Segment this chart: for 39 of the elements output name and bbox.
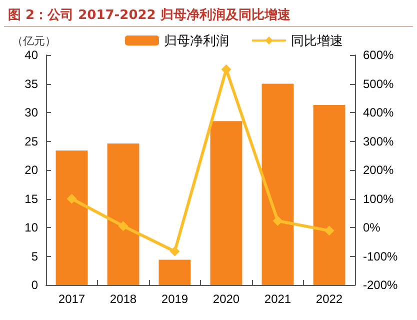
y-tick-label: 5 xyxy=(31,249,38,264)
x-tick-label: 2019 xyxy=(161,292,188,306)
y2-tick-label: 400% xyxy=(363,106,394,120)
y-tick-label: 10 xyxy=(24,220,38,234)
y-tick-label: 15 xyxy=(24,192,38,206)
legend-label: 同比增速 xyxy=(291,33,343,48)
point xyxy=(118,221,128,232)
bar xyxy=(56,150,88,285)
y-tick-label: 35 xyxy=(24,76,38,91)
y2-tick-label: 500% xyxy=(363,76,394,91)
y-tick-label: 25 xyxy=(24,134,38,148)
x-tick-label: 2022 xyxy=(316,292,343,306)
point xyxy=(272,216,283,226)
bar xyxy=(107,144,140,285)
y2-tick-label: -200% xyxy=(363,278,398,292)
y2-tick-label: 300% xyxy=(363,134,394,148)
bar xyxy=(262,84,294,285)
x-tick-label: 2018 xyxy=(110,292,137,306)
bar xyxy=(313,105,346,285)
x-tick-label: 2021 xyxy=(264,292,292,306)
y-tick-label: 20 xyxy=(24,163,38,177)
y-axis-title: （亿元） xyxy=(12,36,56,48)
chart-title: 图 2：公司 2017-2022 归母净利润及同比增速 xyxy=(4,0,413,27)
y2-tick-label: 100% xyxy=(363,192,394,206)
point xyxy=(324,226,334,236)
y2-tick-label: 0% xyxy=(363,220,381,234)
bar xyxy=(158,260,191,285)
bar xyxy=(210,121,242,285)
x-tick-label: 2017 xyxy=(58,292,86,306)
y-tick-label: 40 xyxy=(24,48,38,62)
y2-tick-label: 200% xyxy=(363,163,394,177)
y2-tick-label: -100% xyxy=(363,249,398,264)
y-tick-label: 0 xyxy=(31,278,38,292)
legend-label: 归母净利润 xyxy=(164,33,229,48)
y-tick-label: 30 xyxy=(24,106,38,120)
point xyxy=(170,246,180,256)
point xyxy=(66,194,77,204)
y2-tick-label: 600% xyxy=(363,48,394,62)
x-tick-label: 2020 xyxy=(212,292,240,306)
